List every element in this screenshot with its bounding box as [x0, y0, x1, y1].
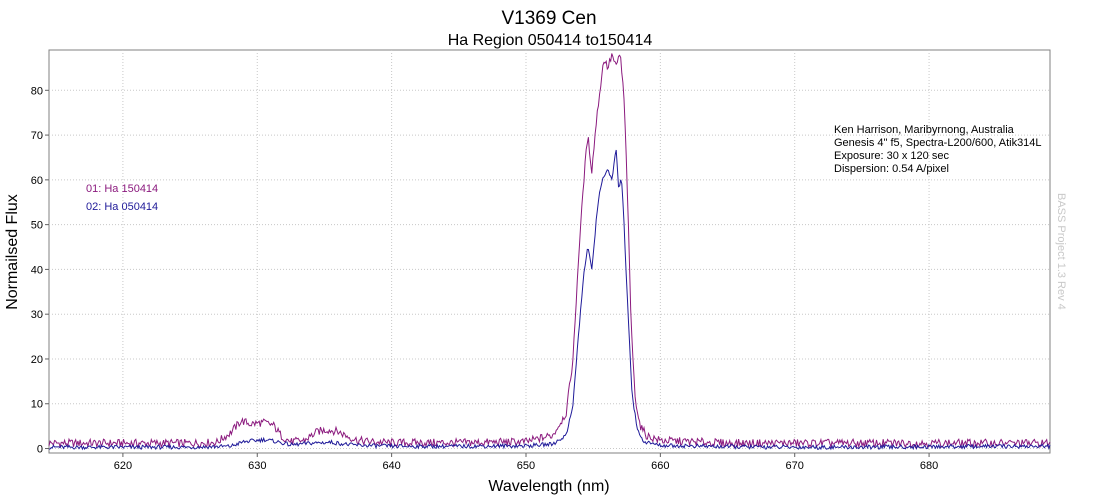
series-line-1 — [48, 53, 1051, 449]
chart-subtitle: Ha Region 050414 to150414 — [448, 32, 653, 49]
grid — [49, 50, 1050, 453]
x-axis-label: Wavelength (nm) — [488, 478, 609, 495]
watermark: BASS Project 1.3 Rev 4 — [1055, 193, 1067, 310]
x-tick-label: 640 — [382, 460, 400, 472]
y-tick-label: 40 — [31, 264, 43, 276]
y-tick-label: 10 — [31, 399, 43, 411]
legend: 01: Ha 150414 02: Ha 050414 — [86, 183, 158, 213]
legend-entry-2: 02: Ha 050414 — [86, 201, 158, 213]
chart-title: V1369 Cen — [501, 8, 596, 29]
y-tick-label: 0 — [37, 444, 43, 456]
y-tick-label: 50 — [31, 220, 43, 232]
annotation-line-4: Dispersion: 0.54 A/pixel — [834, 163, 949, 175]
series-line-2 — [48, 149, 1051, 451]
y-axis-label: Normailsed Flux — [4, 194, 21, 310]
annotation-line-3: Exposure: 30 x 120 sec — [834, 150, 949, 162]
y-tick-label: 20 — [31, 354, 43, 366]
x-tick-label: 660 — [651, 460, 669, 472]
x-tick-label: 670 — [786, 460, 804, 472]
plot-area — [48, 49, 1051, 454]
annotation-line-2: Genesis 4" f5, Spectra-L200/600, Atik314… — [834, 137, 1042, 149]
series-lines — [48, 53, 1051, 451]
legend-entry-1: 01: Ha 150414 — [86, 183, 158, 195]
observer-annotation: Ken Harrison, Maribyrnong, Australia Gen… — [834, 124, 1042, 175]
x-tick-label: 680 — [920, 460, 938, 472]
y-axis-ticks: 0 10 20 30 40 50 60 70 80 — [31, 85, 49, 456]
x-axis-ticks: 620 630 640 650 660 670 680 — [114, 453, 938, 472]
y-tick-label: 60 — [31, 175, 43, 187]
x-tick-label: 630 — [248, 460, 266, 472]
y-tick-label: 30 — [31, 309, 43, 321]
x-tick-label: 650 — [517, 460, 535, 472]
y-tick-label: 70 — [31, 130, 43, 142]
x-tick-label: 620 — [114, 460, 132, 472]
annotation-line-1: Ken Harrison, Maribyrnong, Australia — [834, 124, 1015, 136]
y-tick-label: 80 — [31, 85, 43, 97]
